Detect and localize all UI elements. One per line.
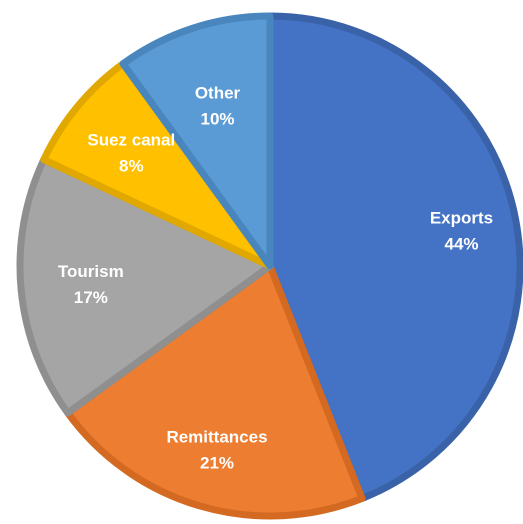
- slice-percent-exports: 44%: [444, 235, 478, 254]
- slice-percent-remittances: 21%: [200, 454, 234, 473]
- pie-slice-other: [119, 12, 274, 270]
- slice-category-suez-canal: Suez canal: [87, 130, 175, 149]
- slice-percent-tourism: 17%: [74, 288, 108, 307]
- slice-category-remittances: Remittances: [166, 428, 267, 447]
- slice-label-remittances: Remittances 21%: [166, 428, 267, 473]
- slice-label-tourism: Tourism 17%: [58, 262, 124, 307]
- pie-slice-remittances: [64, 262, 366, 520]
- slice-label-exports: Exports 44%: [430, 209, 493, 254]
- pie-slices: [16, 12, 523, 520]
- pie-labels: Exports 44% Remittances 21% Tourism 17% Suez c…: [58, 83, 493, 472]
- slice-label-suez-canal: Suez canal 8%: [87, 130, 175, 175]
- slice-category-tourism: Tourism: [58, 262, 124, 281]
- pie-slice-tourism: [16, 156, 274, 417]
- slice-category-exports: Exports: [430, 209, 493, 228]
- slice-label-other: Other 10%: [195, 83, 241, 128]
- slice-percent-suez-canal: 8%: [119, 156, 144, 175]
- pie-slice-exports: [266, 12, 523, 502]
- slice-percent-other: 10%: [200, 109, 234, 128]
- slice-category-other: Other: [195, 83, 241, 102]
- pie-slice-suez-canal: [40, 60, 274, 270]
